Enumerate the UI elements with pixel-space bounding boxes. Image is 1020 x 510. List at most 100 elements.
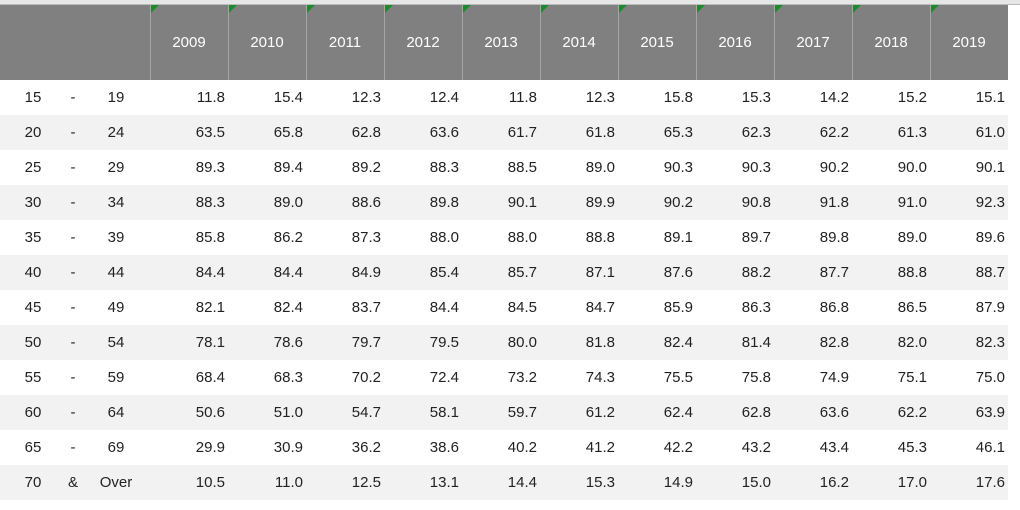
comment-marker [463,5,471,13]
age-cell: - [70,89,76,106]
age-cell: 39 [107,229,125,246]
value-cell: 17.0 [897,474,927,491]
age-cell: 35 [24,229,42,246]
value-cell: 88.3 [429,159,459,176]
age-cell: - [70,334,76,351]
value-cell: 63.9 [975,404,1005,421]
year-header: 2015 [640,34,674,51]
value-cell: 63.6 [819,404,849,421]
value-cell: 75.5 [663,369,693,386]
value-cell: 82.8 [819,334,849,351]
row-background [0,290,1008,325]
value-cell: 89.0 [585,159,615,176]
value-cell: 16.2 [819,474,849,491]
value-cell: 62.2 [819,124,849,141]
value-cell: 82.4 [663,334,693,351]
header-divider [540,5,541,80]
age-cell: - [70,369,76,386]
value-cell: 86.3 [741,299,771,316]
age-cell: 55 [24,369,42,386]
value-cell: 40.2 [507,439,537,456]
value-cell: 15.3 [585,474,615,491]
row-background [0,115,1008,150]
value-cell: 89.2 [351,159,381,176]
value-cell: 15.3 [741,89,771,106]
value-cell: 85.8 [195,229,225,246]
value-cell: 75.1 [897,369,927,386]
age-cell: 69 [107,439,125,456]
value-cell: 61.7 [507,124,537,141]
value-cell: 89.7 [741,229,771,246]
value-cell: 89.6 [975,229,1005,246]
value-cell: 62.8 [741,404,771,421]
value-cell: 59.7 [507,404,537,421]
value-cell: 15.2 [897,89,927,106]
value-cell: 84.9 [351,264,381,281]
value-cell: 61.2 [585,404,615,421]
value-cell: 46.1 [975,439,1005,456]
age-cell: 19 [107,89,125,106]
row-background [0,185,1008,220]
value-cell: 74.9 [819,369,849,386]
age-cell: & [67,474,78,491]
age-cell: 54 [107,334,125,351]
age-cell: 25 [24,159,42,176]
value-cell: 88.5 [507,159,537,176]
value-cell: 11.8 [196,89,225,106]
header-divider [930,5,931,80]
header-divider [228,5,229,80]
value-cell: 38.6 [429,439,459,456]
value-cell: 89.4 [273,159,303,176]
value-cell: 17.6 [975,474,1005,491]
value-cell: 75.8 [741,369,771,386]
year-header: 2009 [172,34,206,51]
value-cell: 41.2 [585,439,615,456]
value-cell: 90.1 [507,194,537,211]
value-cell: 68.3 [273,369,303,386]
value-cell: 15.1 [975,89,1005,106]
age-cell: - [70,229,76,246]
value-cell: 90.2 [819,159,849,176]
column-letter-strip [0,0,1020,5]
value-cell: 15.4 [273,89,303,106]
value-cell: 75.0 [975,369,1005,386]
comment-marker [385,5,393,13]
value-cell: 89.3 [195,159,225,176]
age-cell: 59 [107,369,125,386]
value-cell: 12.3 [351,89,381,106]
age-cell: - [70,299,76,316]
age-cell: 15 [24,89,42,106]
value-cell: 90.0 [897,159,927,176]
header-divider [306,5,307,80]
age-cell: 65 [24,439,42,456]
age-cell: 30 [24,194,42,211]
value-cell: 88.0 [429,229,459,246]
value-cell: 87.6 [663,264,693,281]
value-cell: 62.2 [897,404,927,421]
value-cell: 87.7 [819,264,849,281]
value-cell: 14.4 [507,474,537,491]
value-cell: 81.4 [741,334,771,351]
value-cell: 15.0 [741,474,771,491]
value-cell: 63.5 [195,124,225,141]
value-cell: 62.8 [351,124,381,141]
value-cell: 13.1 [429,474,459,491]
value-cell: 88.3 [195,194,225,211]
value-cell: 43.4 [819,439,849,456]
value-cell: 58.1 [429,404,459,421]
age-cell: - [70,194,76,211]
value-cell: 63.6 [429,124,459,141]
age-cell: 70 [24,474,42,491]
header-divider [852,5,853,80]
comment-marker [229,5,237,13]
value-cell: 90.1 [975,159,1005,176]
value-cell: 51.0 [273,404,303,421]
value-cell: 91.0 [897,194,927,211]
value-cell: 78.1 [195,334,225,351]
value-cell: 65.3 [663,124,693,141]
value-cell: 90.3 [741,159,771,176]
value-cell: 82.3 [975,334,1005,351]
value-cell: 90.2 [663,194,693,211]
value-cell: 68.4 [195,369,225,386]
